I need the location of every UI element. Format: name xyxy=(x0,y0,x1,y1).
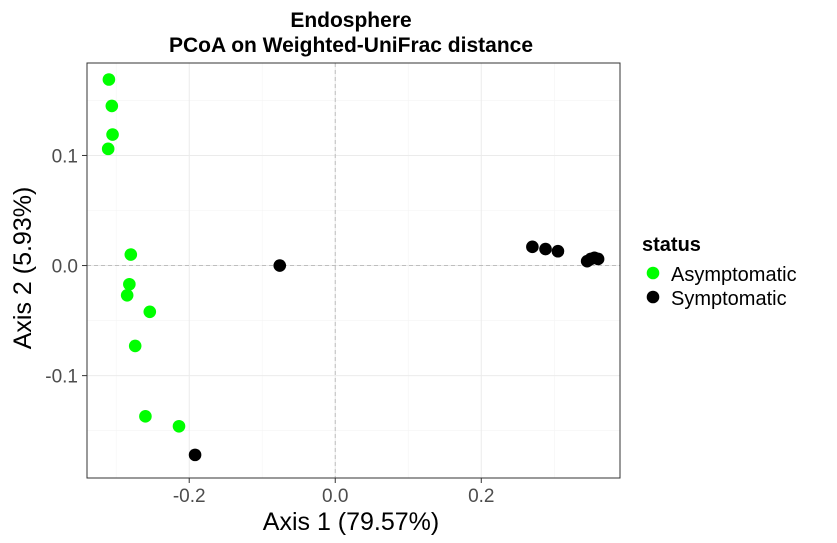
point-symptomatic xyxy=(591,252,605,266)
panel-border xyxy=(86,62,621,479)
legend-key-symptomatic xyxy=(646,290,660,304)
data-points xyxy=(101,73,605,462)
point-asymptomatic xyxy=(124,248,138,261)
legend-key-asymptomatic xyxy=(646,266,660,280)
chart-subtitle: PCoA on Weighted-UniFrac distance xyxy=(169,34,533,57)
x-tick-label: 0.0 xyxy=(322,486,348,507)
x-tick-label: -0.2 xyxy=(173,486,206,507)
plot-panel xyxy=(86,62,621,479)
y-tick-label: 0.0 xyxy=(52,257,78,278)
point-symptomatic xyxy=(273,259,287,272)
point-symptomatic xyxy=(526,240,539,254)
y-axis: -0.1 0.0 0.1 xyxy=(45,146,87,388)
point-asymptomatic xyxy=(106,128,119,141)
y-tick-label: 0.1 xyxy=(52,146,78,167)
point-symptomatic xyxy=(551,244,565,258)
point-asymptomatic xyxy=(102,73,116,86)
point-asymptomatic xyxy=(143,305,157,319)
point-asymptomatic xyxy=(101,142,115,156)
legend-title: status xyxy=(642,234,701,256)
minor-gridlines xyxy=(87,63,620,478)
point-asymptomatic xyxy=(139,410,152,423)
major-gridlines xyxy=(87,63,620,478)
legend-label-asymptomatic: Asymptomatic xyxy=(671,264,797,286)
point-asymptomatic xyxy=(172,419,186,433)
x-tick-label: 0.2 xyxy=(468,486,494,507)
point-symptomatic xyxy=(539,242,552,256)
x-axis: -0.2 0.0 0.2 xyxy=(173,478,494,507)
chart-title: Endosphere xyxy=(290,9,411,32)
y-tick-label: -0.1 xyxy=(45,367,78,388)
point-asymptomatic xyxy=(120,288,134,302)
point-asymptomatic xyxy=(128,339,142,353)
legend-label-symptomatic: Symptomatic xyxy=(671,288,787,310)
point-symptomatic xyxy=(188,448,202,462)
zero-reference-lines xyxy=(87,63,620,478)
point-asymptomatic xyxy=(123,277,136,291)
point-asymptomatic xyxy=(105,99,119,113)
x-axis-title: Axis 1 (79.57%) xyxy=(263,508,439,536)
y-axis-title: Axis 2 (5.93%) xyxy=(9,187,37,350)
